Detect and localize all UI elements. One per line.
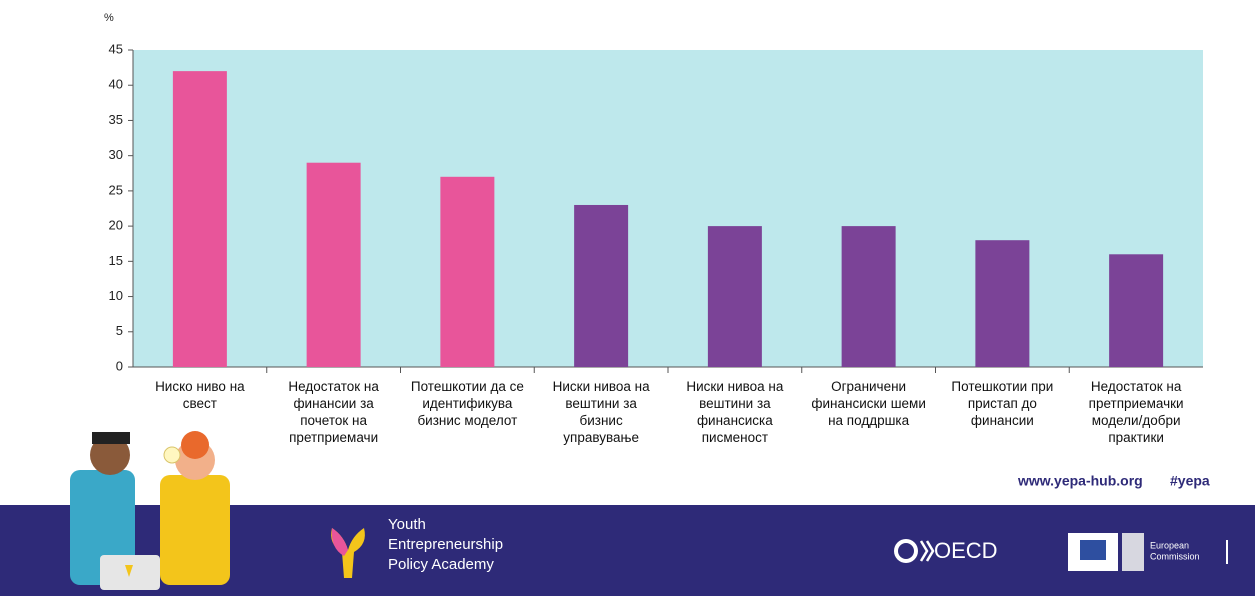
oecd-label: OECD: [934, 538, 998, 563]
bar: [975, 240, 1030, 367]
brand-line: Entrepreneurship: [388, 536, 503, 553]
x-tick-label: Потешкотии да се идентификува бизнис мод…: [410, 379, 524, 428]
y-tick-label: 0: [116, 358, 123, 373]
y-tick-label: 45: [109, 41, 123, 56]
y-tick-label: 40: [109, 77, 123, 92]
x-tick-label: Ниски нивоа на вештини за финансиска пис…: [686, 379, 784, 445]
ec-line: European: [1150, 540, 1189, 550]
bar: [306, 162, 361, 367]
x-tick-label: Недостаток на претприемачки модели/добри…: [1088, 379, 1184, 445]
bar: [440, 176, 495, 367]
ec-logo: [1068, 533, 1228, 571]
bar: [707, 226, 762, 367]
ec-line: Commission: [1150, 551, 1200, 561]
x-tick-label: Потешкотии при пристап до финансии: [951, 379, 1054, 428]
plot-background: [133, 50, 1203, 367]
oecd-logo: [894, 539, 935, 563]
y-tick-label: 20: [109, 218, 123, 233]
brand-line: Policy Academy: [388, 556, 494, 573]
bar: [1109, 254, 1164, 367]
y-tick-label: 35: [109, 112, 123, 127]
bar: [574, 204, 629, 367]
y-tick-label: 25: [109, 182, 123, 197]
y-tick-label: 30: [109, 147, 123, 162]
y-tick-label: 10: [109, 288, 123, 303]
x-tick-label: Ниски нивоа на вештини за бизнис управув…: [552, 379, 650, 445]
x-tick-label: Ограничени финансиски шеми на поддршка: [811, 379, 926, 428]
yepa-logo: [331, 528, 365, 578]
hashtag: #yepa: [1170, 473, 1210, 489]
x-tick-label: Ниско ниво на свест: [155, 379, 245, 411]
y-unit: %: [104, 12, 114, 24]
illustration: [70, 431, 230, 590]
bar: [172, 71, 227, 367]
y-tick-label: 15: [109, 253, 123, 268]
bar: [841, 226, 896, 367]
website: www.yepa-hub.org: [1017, 473, 1143, 489]
y-tick-label: 5: [116, 323, 123, 338]
x-tick-label: Недостаток на финансии за почеток на пре…: [288, 379, 379, 445]
brand-line: Youth: [388, 516, 426, 533]
